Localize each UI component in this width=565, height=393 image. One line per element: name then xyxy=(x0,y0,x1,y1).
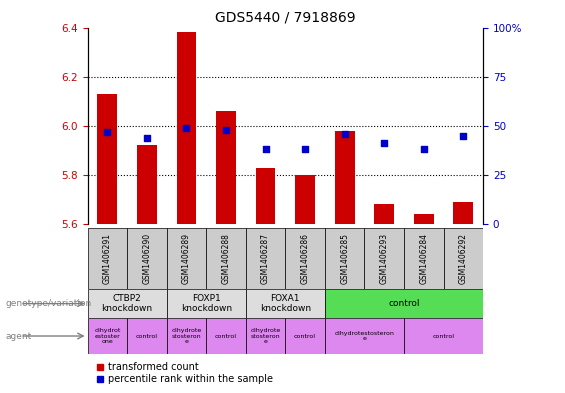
Bar xyxy=(325,228,364,289)
Point xyxy=(459,132,468,139)
Bar xyxy=(295,175,315,224)
Bar xyxy=(167,318,206,354)
Bar xyxy=(98,94,118,224)
Title: GDS5440 / 7918869: GDS5440 / 7918869 xyxy=(215,11,355,25)
Bar xyxy=(325,318,404,354)
Text: dihydrote
stosteron
e: dihydrote stosteron e xyxy=(171,328,202,344)
Bar xyxy=(216,111,236,224)
Text: FOXP1
knockdown: FOXP1 knockdown xyxy=(181,294,232,313)
Bar xyxy=(206,228,246,289)
Bar xyxy=(167,289,246,318)
Bar xyxy=(364,228,404,289)
Bar xyxy=(285,228,325,289)
Bar xyxy=(127,318,167,354)
Bar xyxy=(255,167,276,224)
Bar xyxy=(454,202,473,224)
Text: agent: agent xyxy=(6,332,32,340)
Text: control: control xyxy=(388,299,420,308)
Bar xyxy=(334,130,355,224)
Text: FOXA1
knockdown: FOXA1 knockdown xyxy=(260,294,311,313)
Text: GSM1406285: GSM1406285 xyxy=(340,233,349,284)
Text: dihydrotestosteron
e: dihydrotestosteron e xyxy=(334,331,394,342)
Point xyxy=(182,125,191,131)
Bar xyxy=(414,214,434,224)
Bar xyxy=(137,145,157,224)
Bar xyxy=(88,228,127,289)
Bar xyxy=(246,318,285,354)
Bar xyxy=(375,204,394,224)
Bar xyxy=(88,318,127,354)
Bar xyxy=(285,318,325,354)
Text: control: control xyxy=(433,334,454,338)
Text: control: control xyxy=(215,334,237,338)
Text: CTBP2
knockdown: CTBP2 knockdown xyxy=(102,294,153,313)
Bar xyxy=(88,289,167,318)
Text: GSM1406286: GSM1406286 xyxy=(301,233,310,284)
Text: control: control xyxy=(136,334,158,338)
Bar xyxy=(325,289,483,318)
Legend: transformed count, percentile rank within the sample: transformed count, percentile rank withi… xyxy=(93,358,277,388)
Bar xyxy=(404,318,483,354)
Text: GSM1406293: GSM1406293 xyxy=(380,233,389,284)
Text: dihydrot
estoster
one: dihydrot estoster one xyxy=(94,328,120,344)
Bar xyxy=(404,228,444,289)
Point xyxy=(261,146,270,152)
Text: control: control xyxy=(294,334,316,338)
Point xyxy=(301,146,310,152)
Point xyxy=(419,146,428,152)
Point xyxy=(103,129,112,135)
Text: dihydrote
stosteron
e: dihydrote stosteron e xyxy=(250,328,281,344)
Text: GSM1406292: GSM1406292 xyxy=(459,233,468,284)
Text: genotype/variation: genotype/variation xyxy=(6,299,92,308)
Bar xyxy=(176,33,197,224)
Point xyxy=(340,130,349,137)
Bar xyxy=(246,228,285,289)
Text: GSM1406287: GSM1406287 xyxy=(261,233,270,284)
Text: GSM1406290: GSM1406290 xyxy=(142,233,151,284)
Text: GSM1406288: GSM1406288 xyxy=(221,233,231,284)
Point xyxy=(142,134,151,141)
Text: GSM1406291: GSM1406291 xyxy=(103,233,112,284)
Bar xyxy=(206,318,246,354)
Text: GSM1406284: GSM1406284 xyxy=(419,233,428,284)
Text: GSM1406289: GSM1406289 xyxy=(182,233,191,284)
Bar xyxy=(127,228,167,289)
Point xyxy=(380,140,389,147)
Point xyxy=(221,127,231,133)
Bar xyxy=(444,228,483,289)
Bar xyxy=(167,228,206,289)
Bar xyxy=(246,289,325,318)
